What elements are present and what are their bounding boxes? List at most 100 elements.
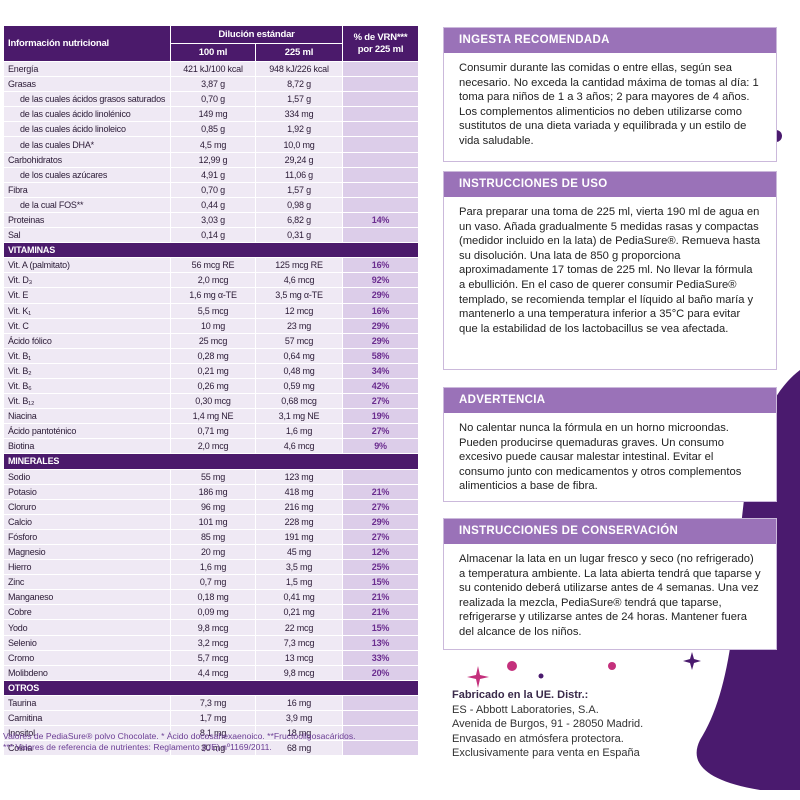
table-row: Molibdeno 4,4 mcg 9,8 mcg 20% <box>3 664 419 681</box>
nutrient-label: Energía <box>3 60 171 78</box>
nutrient-label: Zinc <box>3 574 171 591</box>
vrn-value <box>342 166 419 183</box>
nutrient-label: Magnesio <box>3 543 171 561</box>
info-box: INSTRUCCIONES DE USO Para preparar una to… <box>443 171 777 370</box>
footer-line: Envasado en atmósfera protectora. <box>452 732 624 745</box>
nutrient-label: Sal <box>3 227 171 244</box>
value-100ml: 0,14 g <box>170 227 256 244</box>
nutrient-label: Proteinas <box>3 211 171 229</box>
value-225ml: 57 mcg <box>255 332 343 349</box>
table-row: Potasio 186 mg 418 mg 21% <box>3 483 419 500</box>
box-title: INSTRUCCIONES DE CONSERVACIÓN <box>444 519 776 544</box>
table-row: Ácido fólico 25 mcg 57 mcg 29% <box>3 332 419 349</box>
value-225ml: 68 mg <box>255 740 343 757</box>
column-group: Dilución estándar <box>170 25 343 44</box>
value-100ml: 9,8 mcg <box>170 619 256 636</box>
nutrient-label: Niacina <box>3 408 171 425</box>
vrn-value <box>342 151 419 168</box>
vrn-value <box>342 468 419 485</box>
table-row: Magnesio 20 mg 45 mg 12% <box>3 543 419 561</box>
table-row: de las cuales ácido linolénico 149 mg 334 … <box>3 106 419 123</box>
table-row: Energía 421 kJ/100 kcal 948 kJ/226 kcal <box>3 60 419 78</box>
vrn-value <box>342 227 419 244</box>
nutrient-label: Carnitina <box>3 710 171 727</box>
value-100ml: 2,0 mcg <box>170 438 256 455</box>
value-225ml: 948 kJ/226 kcal <box>255 60 343 78</box>
nutrient-label: Ácido fólico <box>3 332 171 349</box>
value-225ml: 418 mg <box>255 483 343 500</box>
value-100ml: 0,30 mcg <box>170 393 256 410</box>
vrn-value: 33% <box>342 649 419 666</box>
vrn-value: 21% <box>342 483 419 500</box>
value-225ml: 7,3 mcg <box>255 634 343 651</box>
vrn-value: 16% <box>342 302 419 319</box>
value-225ml: 228 mg <box>255 513 343 530</box>
value-100ml: 149 mg <box>170 106 256 123</box>
table-row: de las cuales DHA* 4,5 mg 10,0 mg <box>3 136 419 153</box>
vrn-value: 42% <box>342 377 419 395</box>
footer-title: Fabricado en la UE. Distr.: <box>452 689 589 701</box>
vrn-value: 14% <box>342 211 419 229</box>
section-title: VITAMINAS <box>3 242 419 259</box>
value-225ml: 1,6 mg <box>255 423 343 440</box>
value-100ml: 0,09 mg <box>170 604 256 621</box>
value-100ml: 0,85 g <box>170 121 256 138</box>
value-100ml: 5,7 mcg <box>170 649 256 666</box>
info-box: INSTRUCCIONES DE CONSERVACIÓN Almacenar l… <box>443 518 777 650</box>
value-100ml: 7,3 mg <box>170 694 256 712</box>
table-row: Sodio 55 mg 123 mg <box>3 468 419 485</box>
vrn-value: 92% <box>342 272 419 289</box>
table-row: Biotina 2,0 mcg 4,6 mcg 9% <box>3 438 419 455</box>
value-225ml: 1,57 g <box>255 181 343 198</box>
value-100ml: 3,87 g <box>170 76 256 93</box>
sparkle <box>683 652 701 670</box>
value-100ml: 0,44 g <box>170 196 256 213</box>
value-225ml: 29,24 g <box>255 151 343 168</box>
vrn-value: 29% <box>342 332 419 349</box>
value-225ml: 4,6 mcg <box>255 272 343 289</box>
value-225ml: 123 mg <box>255 468 343 485</box>
value-100ml: 4,91 g <box>170 166 256 183</box>
nutrient-label: Hierro <box>3 559 171 576</box>
value-225ml: 1,92 g <box>255 121 343 138</box>
value-100ml: 1,4 mg NE <box>170 408 256 425</box>
vrn-value: 19% <box>342 408 419 425</box>
nutrient-label: Taurina <box>3 694 171 712</box>
value-225ml: 216 mg <box>255 498 343 515</box>
nutrient-label: Vit. B₁ <box>3 347 171 364</box>
nutrient-label: Cromo <box>3 649 171 666</box>
footnote: Valores de PediaSure® polvo Chocolate. *… <box>3 731 356 741</box>
value-225ml: 6,82 g <box>255 211 343 229</box>
value-100ml: 8,1 mg <box>170 725 256 742</box>
value-100ml: 101 mg <box>170 513 256 530</box>
box-text: Almacenar la lata en un lugar fresco y s… <box>459 553 761 638</box>
footer: Fabricado en la UE. Distr.: ES - Abbott … <box>452 688 643 761</box>
nutrient-label: Cloruro <box>3 498 171 515</box>
nutrient-label: Colina <box>3 740 171 757</box>
nutrient-label: de los cuales azúcares <box>3 166 171 183</box>
value-100ml: 4,5 mg <box>170 136 256 153</box>
nutrient-label: Manganeso <box>3 589 171 606</box>
value-100ml: 56 mcg RE <box>170 257 256 274</box>
nutrient-label: Vit. E <box>3 287 171 304</box>
value-225ml: 191 mg <box>255 528 343 546</box>
table-row: Vit. B₁ 0,28 mg 0,64 mg 58% <box>3 347 419 364</box>
vrn-value: 27% <box>342 393 419 410</box>
nutrient-label: Carbohidratos <box>3 151 171 168</box>
vrn-value: 25% <box>342 559 419 576</box>
table-row: de los cuales azúcares 4,91 g 11,06 g <box>3 166 419 183</box>
nutrient-label: Potasio <box>3 483 171 500</box>
value-100ml: 0,26 mg <box>170 377 256 395</box>
value-100ml: 20 mg <box>170 543 256 561</box>
table-row: Vit. C 10 mg 23 mg 29% <box>3 317 419 334</box>
value-100ml: 5,5 mcg <box>170 302 256 319</box>
vrn-value <box>342 710 419 727</box>
value-100ml: 0,18 mg <box>170 589 256 606</box>
nutrient-label: Vit. B₆ <box>3 377 171 395</box>
vrn-value: 12% <box>342 543 419 561</box>
value-225ml: 0,59 mg <box>255 377 343 395</box>
footnote: *** Valores de referencia de nutrientes:… <box>3 742 272 752</box>
nutrient-label: de las cuales DHA* <box>3 136 171 153</box>
value-225ml: 13 mcg <box>255 649 343 666</box>
